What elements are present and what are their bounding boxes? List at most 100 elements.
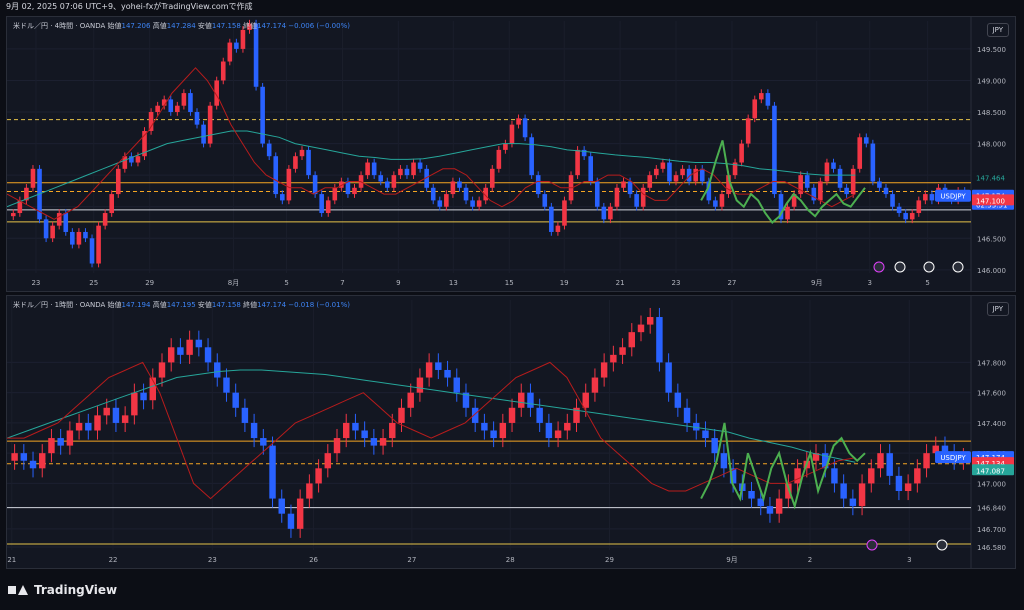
candle-body: [158, 362, 166, 378]
candle-body: [759, 93, 764, 100]
candle-body: [266, 143, 272, 157]
candle-body: [654, 168, 659, 176]
candle-body: [135, 156, 141, 163]
symbol-tag-label: USDJPY: [940, 454, 966, 462]
candle-body: [444, 369, 451, 378]
price-tag-label: 147.464: [976, 174, 1005, 182]
candle-body: [503, 143, 508, 150]
candle-body: [476, 200, 482, 207]
candle-body: [785, 206, 790, 220]
chart-panel-4h[interactable]: 米ドル／円 · 4時間 · OANDA 始値147.206 高値147.284 …: [6, 16, 1016, 292]
candle-body: [20, 453, 28, 461]
candle-body: [798, 175, 803, 195]
candle-body: [241, 407, 249, 423]
candle-body: [831, 162, 836, 169]
candle-body: [102, 213, 108, 226]
us-flag-event-icon: [952, 261, 964, 273]
currency-button[interactable]: JPY: [986, 302, 1009, 316]
candle-body: [601, 206, 607, 220]
tradingview-branding: TradingView: [8, 582, 117, 598]
candle-body: [923, 453, 930, 469]
candle-body: [837, 168, 843, 188]
candle-body: [490, 430, 497, 439]
ema-fast-line: [7, 67, 856, 220]
candle-body: [895, 475, 903, 491]
candle-body: [591, 377, 599, 393]
ema-slow-line: [7, 130, 856, 208]
candle-body: [56, 213, 62, 226]
candle-body: [89, 238, 95, 264]
y-tick-label: 146.840: [977, 505, 1006, 513]
candle-body: [646, 317, 654, 325]
candle-body: [11, 453, 18, 461]
candle-body: [220, 61, 226, 81]
us-flag-event-icon: [923, 261, 935, 273]
candle-body: [142, 130, 147, 157]
candle-body: [411, 162, 416, 176]
candle-body: [693, 168, 698, 182]
price-tag-label: 147.087: [976, 467, 1005, 475]
x-tick-label: 29: [145, 279, 154, 287]
candle-body: [890, 194, 895, 207]
candle-body: [435, 362, 442, 370]
chart-panel-1h[interactable]: 米ドル／円 · 1時間 · OANDA 始値147.194 高値147.195 …: [6, 295, 1016, 569]
candle-body: [766, 506, 774, 514]
candle-body: [660, 162, 666, 169]
x-tick-label: 22: [109, 556, 118, 564]
candle-body: [673, 175, 679, 182]
candle-body: [260, 438, 267, 446]
candle-body: [425, 362, 433, 378]
candle-body: [562, 200, 567, 226]
candle-body: [352, 422, 359, 431]
candle-body: [286, 168, 292, 201]
candle-body: [129, 156, 134, 163]
candle-body: [407, 392, 414, 408]
candle-body: [260, 86, 265, 144]
candle-body: [76, 231, 82, 245]
candle-body: [424, 168, 429, 188]
candle-body: [794, 468, 801, 484]
price-chart[interactable]: 146.580146.700146.840147.000147.200147.4…: [7, 296, 1015, 568]
candle-body: [594, 181, 600, 207]
x-tick-label: 3: [907, 556, 911, 564]
candle-body: [778, 194, 784, 220]
candle-body: [831, 468, 838, 484]
candle-body: [204, 347, 212, 363]
candle-body: [656, 317, 663, 363]
candle-body: [686, 168, 692, 182]
y-tick-label: 146.500: [977, 235, 1006, 243]
candle-body: [634, 194, 639, 207]
symbol-title: 米ドル／円 · 4時間 · OANDA: [13, 22, 106, 30]
high-value: 147.195: [166, 301, 196, 309]
candle-body: [665, 362, 672, 393]
ema-slow-line: [7, 369, 856, 463]
candle-body: [280, 194, 285, 201]
candle-body: [361, 430, 368, 439]
brand-text: TradingView: [34, 583, 118, 597]
candle-body: [667, 162, 672, 182]
candle-body: [155, 105, 160, 113]
x-tick-label: 27: [407, 556, 416, 564]
currency-button[interactable]: JPY: [986, 23, 1009, 37]
price-tag: [972, 464, 1014, 476]
candle-body: [17, 200, 23, 214]
candle-body: [748, 491, 755, 499]
candle-body: [214, 80, 219, 106]
candle-body: [683, 407, 691, 423]
price-chart[interactable]: 146.000146.500147.000147.500148.000148.5…: [7, 17, 1015, 291]
low-value: 147.158: [211, 301, 241, 309]
candle-body: [535, 175, 541, 195]
candle-body: [619, 347, 626, 355]
candle-body: [527, 392, 534, 408]
price-tag-label: 147.100: [976, 197, 1005, 205]
candle-body: [398, 168, 403, 176]
candle-body: [489, 168, 495, 188]
candle-body: [711, 438, 718, 454]
candle-body: [416, 377, 424, 393]
candle-body: [870, 143, 876, 182]
candle-body: [726, 175, 731, 195]
candle-body: [483, 187, 489, 201]
candle-body: [345, 181, 351, 195]
candle-body: [96, 225, 101, 264]
candle-body: [600, 362, 608, 378]
